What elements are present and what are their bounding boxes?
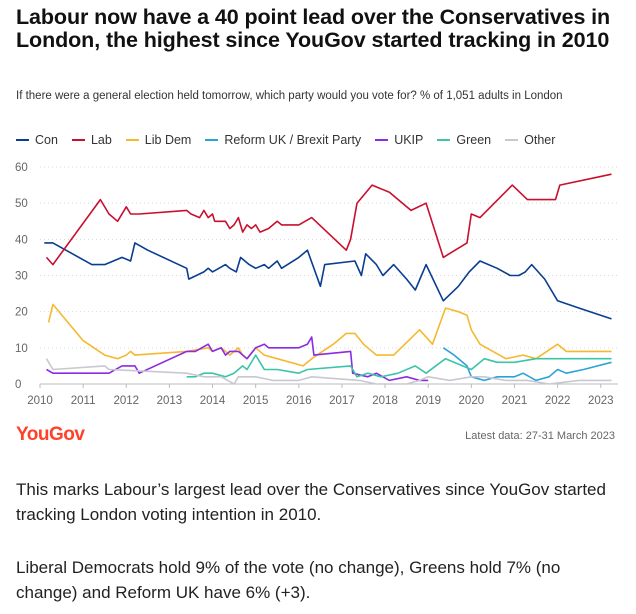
x-tick-label: 2016: [286, 395, 312, 407]
y-tick-label: 40: [15, 234, 28, 246]
series-line-green: [186, 354, 612, 378]
y-tick-label: 60: [15, 162, 28, 174]
chart-subtitle: If there were a general election held to…: [16, 90, 563, 102]
legend-swatch: [505, 139, 519, 141]
x-tick-label: 2021: [502, 395, 528, 407]
legend-label: Other: [524, 133, 556, 147]
legend-label: Con: [35, 133, 58, 147]
legend-swatch: [437, 139, 451, 141]
series-line-other: [45, 358, 612, 385]
y-tick-label: 50: [15, 198, 28, 210]
series-line-lib-dem: [47, 303, 612, 367]
legend-label: Reform UK / Brexit Party: [224, 133, 362, 147]
legend-item: Other: [505, 133, 555, 147]
legend-label: UKIP: [394, 133, 424, 147]
series-line-con: [44, 242, 612, 320]
legend-label: Green: [456, 133, 492, 147]
article-paragraph-2: Liberal Democrats hold 9% of the vote (n…: [16, 558, 561, 602]
legend-swatch: [375, 139, 389, 141]
x-tick-label: 2018: [372, 395, 398, 407]
legend-item: Con: [16, 133, 58, 147]
series-line-reform-uk-brexit-party: [442, 347, 612, 382]
legend-item: Reform UK / Brexit Party: [205, 133, 361, 147]
yougov-logo: YouGov: [16, 424, 85, 445]
article-paragraph-1: This marks Labour’s largest lead over th…: [16, 480, 606, 524]
x-tick-label: 2020: [459, 395, 485, 407]
x-tick-label: 2015: [243, 395, 269, 407]
x-tick-label: 2013: [157, 395, 183, 407]
x-tick-label: 2012: [113, 395, 139, 407]
legend-item: Lib Dem: [125, 133, 192, 147]
x-tick-label: 2014: [200, 395, 226, 407]
chart-legend: Con Lab Lib Dem Reform UK / Brexit Party UKI…: [16, 133, 569, 147]
y-tick-label: 0: [15, 379, 21, 391]
legend-swatch: [125, 139, 139, 141]
x-tick-label: 2017: [329, 395, 355, 407]
x-tick-label: 2019: [415, 395, 441, 407]
x-tick-label: 2011: [71, 395, 96, 407]
x-tick-label: 2010: [27, 395, 53, 407]
latest-data-note: Latest data: 27-31 March 2023: [465, 430, 615, 442]
x-tick-label: 2022: [545, 395, 571, 407]
legend-item: Lab: [71, 133, 112, 147]
legend-label: Lab: [90, 133, 112, 147]
line-chart: 0 10 20 30 40 50 60 2010 2011 2012 2013 2014 2015 201…: [15, 162, 618, 407]
legend-label: Lib Dem: [144, 133, 192, 147]
chart-title: Labour now have a 40 point lead over the…: [16, 5, 611, 52]
y-tick-label: 10: [15, 343, 28, 355]
legend-item: UKIP: [375, 133, 423, 147]
x-tick-label: 2023: [588, 395, 614, 407]
series-line-ukip: [46, 336, 429, 382]
legend-swatch: [71, 139, 85, 141]
y-tick-label: 20: [15, 307, 28, 319]
series-line-lab: [45, 173, 612, 266]
legend-swatch: [16, 139, 29, 141]
legend-swatch: [205, 139, 219, 141]
legend-item: Green: [437, 133, 491, 147]
y-tick-label: 30: [15, 271, 28, 283]
